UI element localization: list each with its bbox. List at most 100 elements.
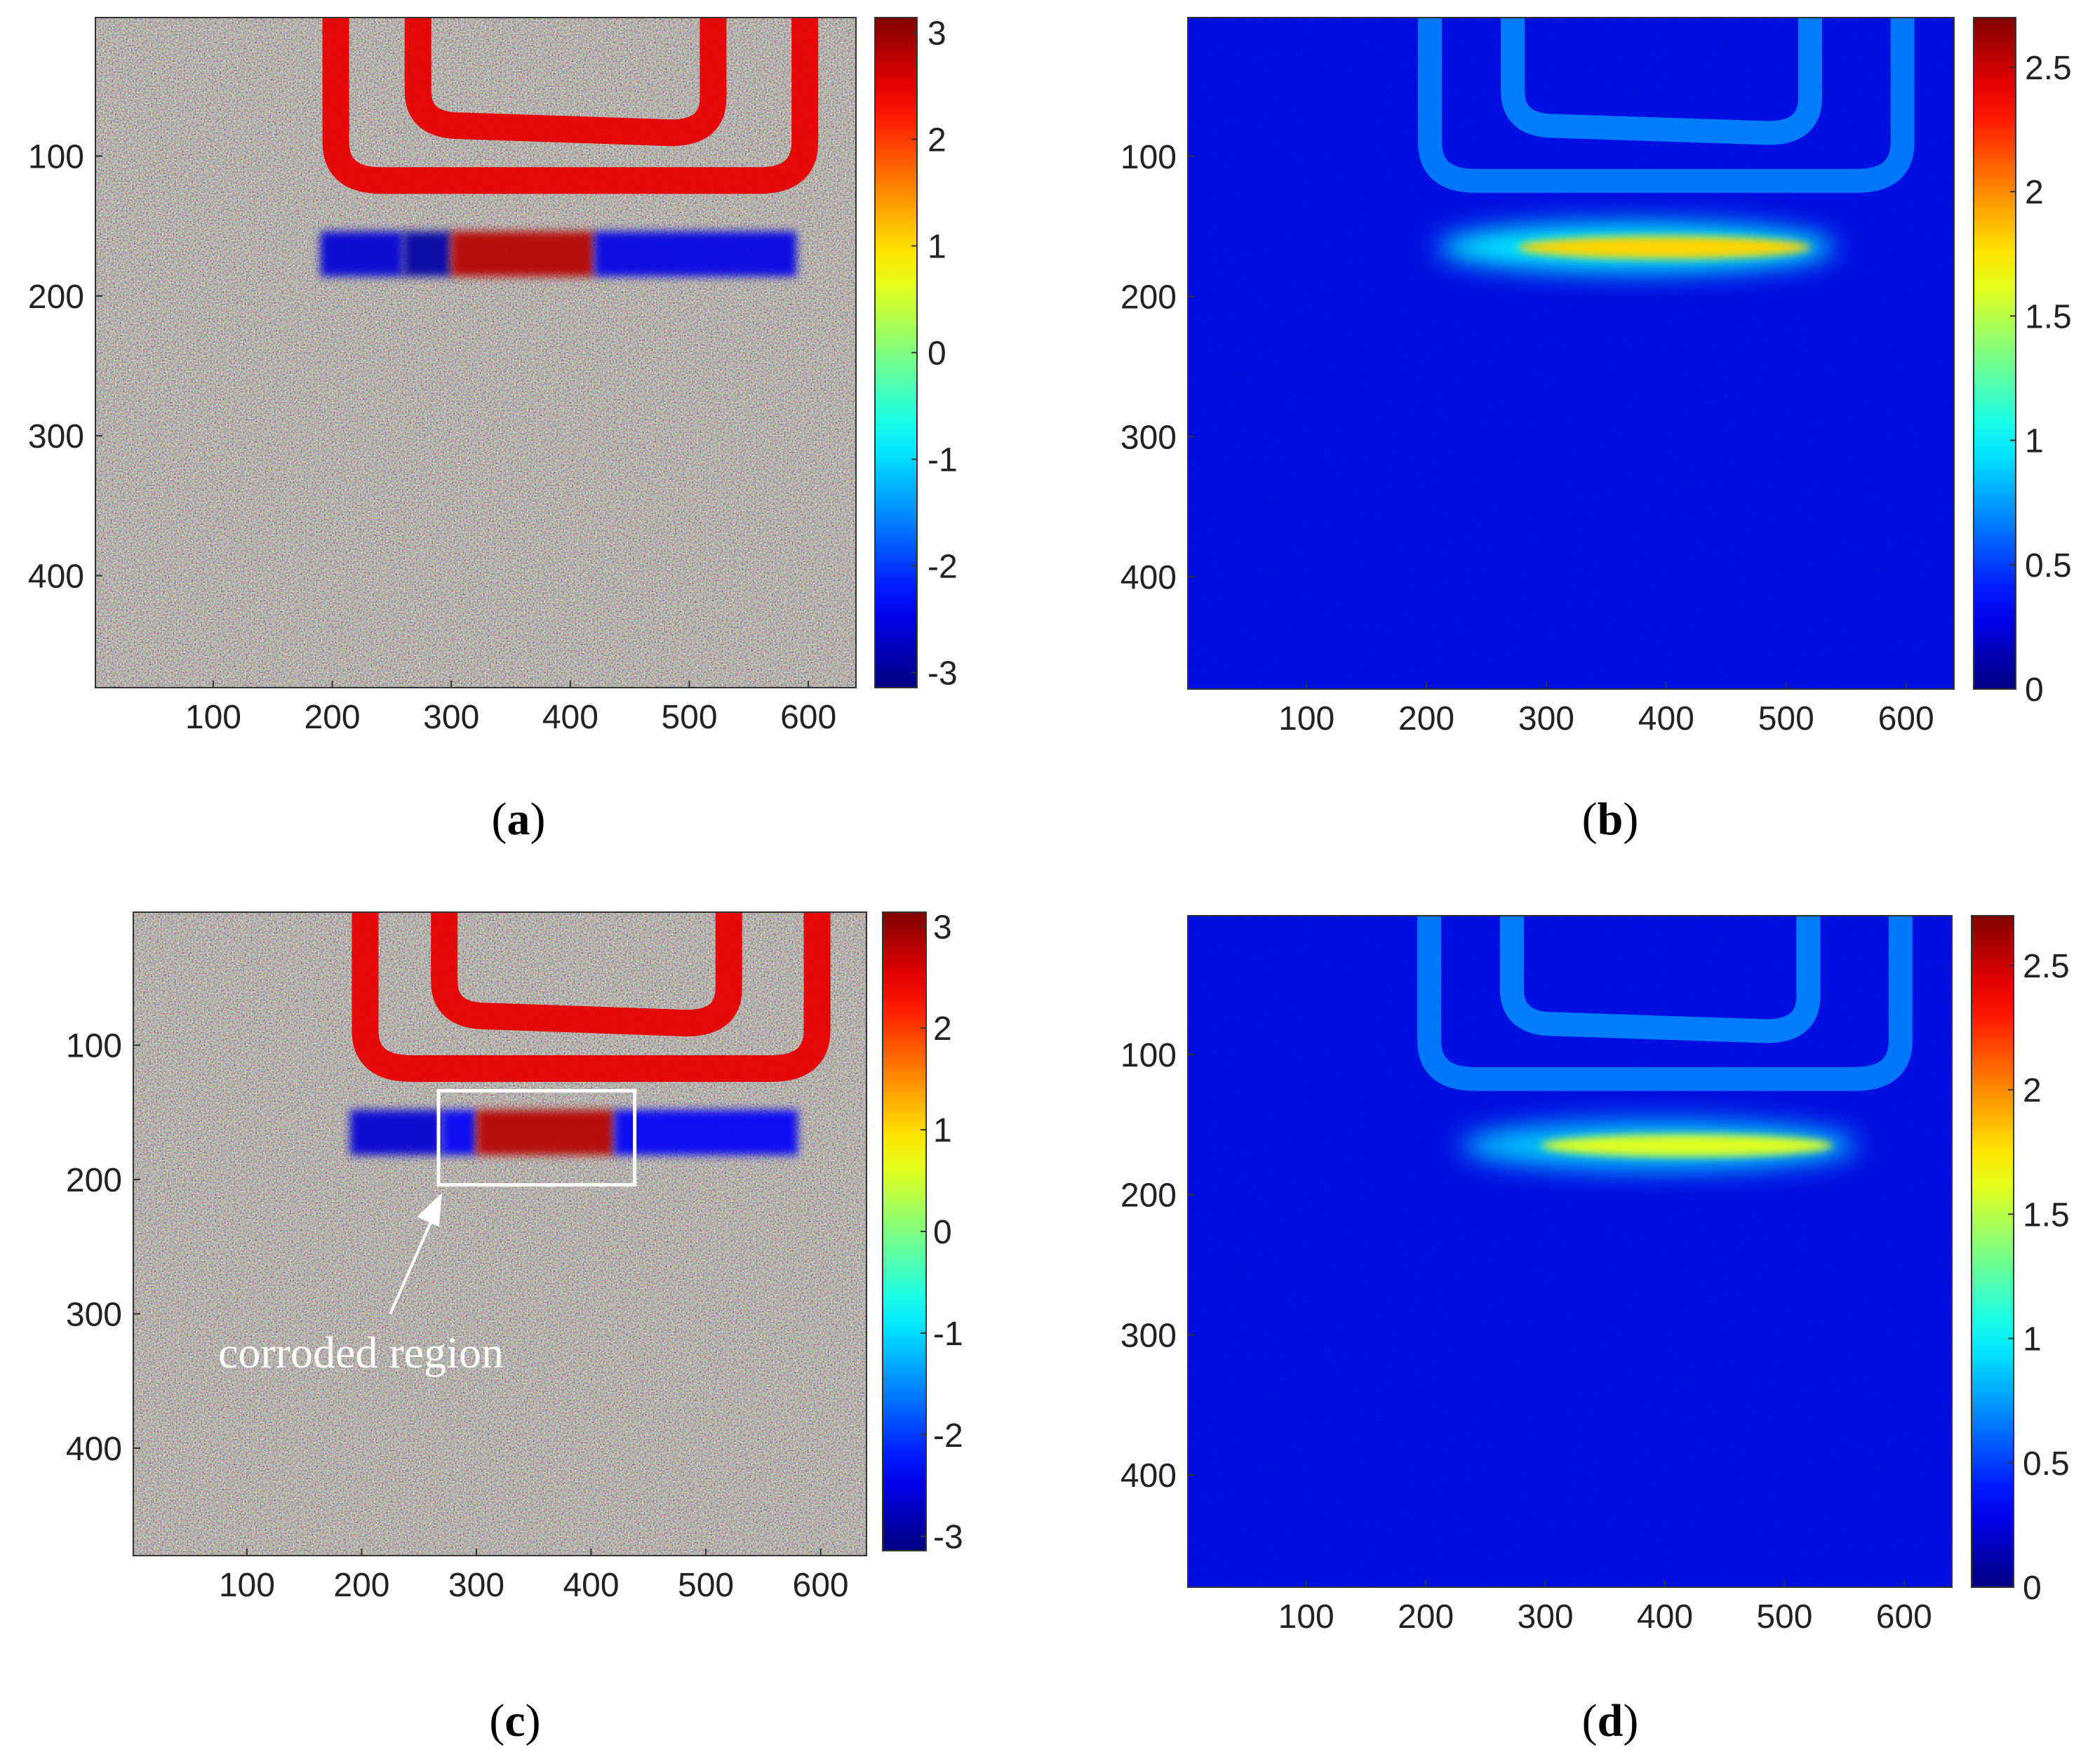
x-tick-label: 500	[1756, 1598, 1812, 1636]
colorbar-tick-label: 1.5	[2025, 298, 2072, 335]
y-tick-label: 300	[1120, 419, 1177, 456]
y-tick-label: 300	[1120, 1317, 1177, 1354]
x-tick-label: 200	[1398, 700, 1454, 737]
colorbar-tick-label: -1	[933, 1316, 963, 1353]
colorbar-tick-label: -3	[933, 1519, 963, 1556]
x-tick-label: 400	[1638, 700, 1694, 737]
colorbar-tick-label: 2	[928, 121, 946, 159]
crack-band-segment-1	[441, 1109, 476, 1155]
y-tick-label: 100	[1120, 1037, 1177, 1074]
x-tick-label: 400	[1637, 1598, 1693, 1636]
annotation-box	[436, 1089, 637, 1187]
crack-band-segment-2	[476, 1109, 615, 1155]
colorbar-tick-label: 3	[928, 15, 946, 52]
colorbar-tick-label: 0.5	[2023, 1445, 2070, 1483]
y-tick-label: 100	[66, 1028, 122, 1065]
colorbar-tick-label: 1.5	[2023, 1196, 2070, 1234]
x-tick-label: 300	[448, 1567, 504, 1604]
x-tick-label: 400	[542, 699, 598, 736]
plot-frame	[133, 911, 867, 1556]
colorbar	[1973, 17, 2016, 690]
y-tick-label: 200	[28, 279, 84, 316]
colorbar-tick-label: 1	[2025, 423, 2044, 460]
colorbar	[874, 17, 918, 688]
y-tick-label: 200	[1120, 279, 1177, 316]
colorbar-tick-label: 1	[2023, 1321, 2042, 1358]
coil-outer-loop	[322, 18, 819, 194]
coil-outer-loop	[1417, 916, 1913, 1091]
chart-panel-b: 100 200 300 400 500 600 100 200 300 400 2.5 2 1.5 1 0.…	[1120, 17, 2072, 737]
y-tick-label: 400	[28, 559, 84, 596]
x-tick-label: 200	[333, 1567, 389, 1604]
plot-frame	[1187, 915, 1953, 1588]
annotation-label: corroded region	[218, 1328, 504, 1377]
chart-panel-d: 100 200 300 400 500 600 100 200 300 400 2.5 2 1.5 1 0.…	[1120, 915, 2070, 1636]
heatmap-image	[1188, 18, 1954, 689]
colorbar-tick-label: 2	[933, 1010, 952, 1048]
coil-inner-loop	[1501, 18, 1822, 145]
x-tick-label: 500	[661, 699, 717, 736]
plot-frame	[1187, 17, 1955, 690]
x-tick-label: 300	[423, 699, 479, 736]
crack-band-segment-0	[320, 231, 404, 276]
annotation-arrow-shaft	[389, 1209, 438, 1315]
heatmap-image	[133, 912, 866, 1556]
crack-band-segment-3	[614, 1109, 798, 1155]
x-tick-label: 500	[1758, 700, 1814, 737]
y-tick-label: 100	[1120, 139, 1177, 176]
colorbar-tick-label: 0.5	[2025, 547, 2072, 584]
crack-band-core	[1518, 236, 1812, 259]
colorbar-tick-label: -2	[933, 1417, 963, 1455]
crack-band-segment-0	[350, 1109, 442, 1155]
colorbar-tick-label: -3	[928, 655, 958, 693]
y-tick-label: 200	[66, 1162, 122, 1199]
y-tick-label: 100	[28, 138, 84, 175]
colorbar-tick-label: 0	[2023, 1570, 2042, 1607]
colorbar-tick-label: 2.5	[2025, 50, 2072, 87]
coil-inner-loop	[404, 18, 727, 147]
heatmap-image	[95, 18, 856, 688]
colorbar-tick-label: 2	[2025, 174, 2044, 211]
chart-panel-a: 100 200 300 400 500 600 100 200 300 400 3 2 1 0 -1 -2 -3	[28, 15, 958, 736]
y-tick-label: 400	[1120, 1457, 1177, 1495]
panel-label-d: (d)	[1581, 1695, 1639, 1746]
coil-outer-loop	[1418, 18, 1915, 193]
crack-band-segment-3	[594, 231, 797, 276]
colorbar-tick-label: 0	[2025, 671, 2044, 709]
x-tick-label: 100	[1278, 1598, 1334, 1636]
x-tick-label: 500	[678, 1567, 734, 1604]
x-tick-label: 200	[304, 699, 361, 736]
colorbar-tick-label: 1	[928, 228, 946, 265]
panel-label-a: (a)	[491, 794, 546, 845]
panel-label-c: (c)	[489, 1695, 541, 1746]
crack-band-segment-1	[403, 231, 452, 276]
colorbar-tick-label: 2.5	[2023, 948, 2070, 985]
coil-inner-loop	[431, 912, 742, 1037]
annotation-arrow-head	[416, 1193, 442, 1227]
colorbar	[882, 911, 927, 1551]
x-tick-label: 100	[1278, 700, 1334, 737]
colorbar-tick-label: 2	[2023, 1072, 2042, 1109]
coil-inner-loop	[1499, 916, 1821, 1043]
x-tick-label: 600	[780, 699, 836, 736]
colorbar-tick-label: 1	[933, 1112, 952, 1149]
x-tick-label: 100	[219, 1567, 275, 1604]
x-tick-label: 100	[185, 699, 241, 736]
crack-band-segment-2	[451, 231, 594, 276]
y-tick-label: 300	[66, 1296, 122, 1333]
colorbar-tick-label: -1	[928, 442, 958, 479]
x-tick-label: 600	[793, 1567, 849, 1604]
colorbar-tick-label: 0	[928, 335, 946, 373]
colorbar-tick-label: 0	[933, 1214, 952, 1251]
y-tick-label: 400	[1120, 559, 1177, 596]
x-tick-label: 200	[1398, 1598, 1454, 1636]
colorbar	[1971, 915, 2014, 1588]
chart-panel-c: 100 200 300 400 500 600 100 200 300 400 3 2 1 0 -1 -2 -3…	[66, 909, 963, 1604]
x-tick-label: 300	[1518, 1598, 1574, 1636]
y-tick-label: 200	[1120, 1177, 1177, 1215]
colorbar-tick-label: -2	[928, 549, 958, 586]
heatmap-image	[1188, 916, 1952, 1587]
colorbar-tick-label: 3	[933, 909, 952, 946]
y-tick-label: 400	[66, 1431, 122, 1468]
